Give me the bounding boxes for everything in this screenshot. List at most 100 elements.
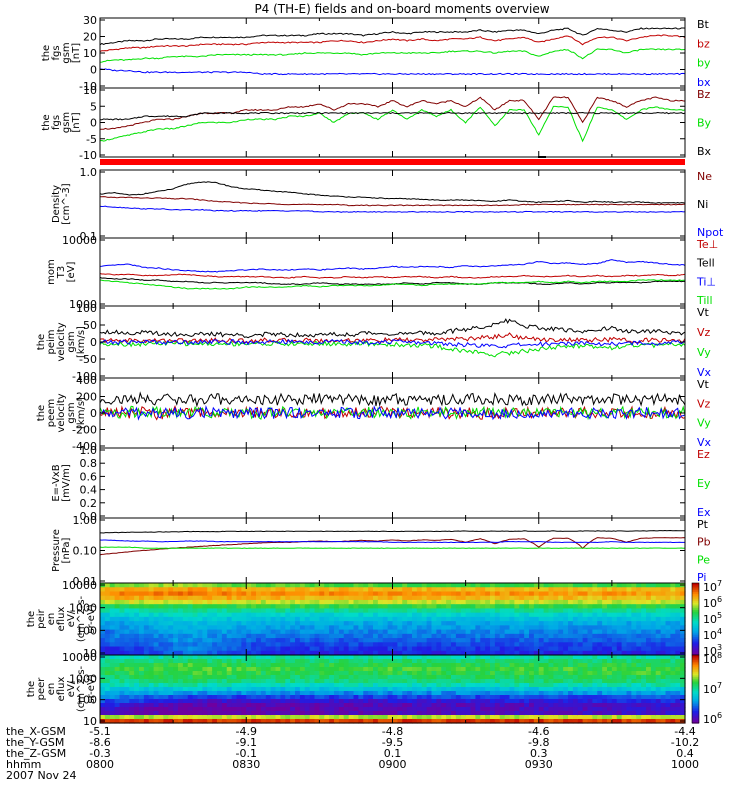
heatmap-cell bbox=[309, 687, 316, 692]
time-axis-value: -4.9 bbox=[236, 725, 257, 738]
heatmap-cell bbox=[119, 642, 125, 648]
heatmap-cell bbox=[299, 659, 306, 664]
heatmap-cell bbox=[646, 659, 652, 664]
heatmap-cell bbox=[104, 646, 111, 652]
heatmap-cell bbox=[104, 719, 111, 724]
heatmap-cell bbox=[324, 587, 330, 593]
heatmap-cell bbox=[163, 671, 169, 676]
heatmap-cell bbox=[675, 591, 681, 597]
heatmap-cell bbox=[304, 675, 311, 680]
heatmap-cell bbox=[139, 583, 145, 588]
heatmap-cell bbox=[217, 638, 223, 643]
heatmap-cell bbox=[217, 642, 223, 648]
heatmap-cell bbox=[670, 608, 676, 614]
heatmap-cell bbox=[153, 633, 160, 639]
colorbar-segment bbox=[692, 653, 699, 656]
heatmap-cell bbox=[587, 638, 593, 643]
time-axis-value: 0830 bbox=[232, 758, 260, 771]
heatmap-cell bbox=[504, 711, 511, 716]
heatmap-cell bbox=[358, 707, 364, 712]
heatmap-cell bbox=[217, 650, 223, 656]
heatmap-cell bbox=[192, 691, 199, 696]
heatmap-cell bbox=[246, 703, 252, 708]
heatmap-cell bbox=[499, 612, 506, 618]
heatmap-cell bbox=[655, 616, 662, 622]
heatmap-cell bbox=[392, 719, 398, 724]
heatmap-cell bbox=[158, 675, 164, 680]
heatmap-cell bbox=[665, 719, 671, 724]
heatmap-cell bbox=[187, 616, 194, 622]
heatmap-cell bbox=[329, 655, 335, 660]
heatmap-cell bbox=[582, 687, 589, 692]
heatmap-cell bbox=[290, 638, 296, 643]
heatmap-cell bbox=[202, 642, 208, 648]
heatmap-cell bbox=[416, 583, 423, 588]
heatmap-cell bbox=[382, 679, 389, 684]
heatmap-cell bbox=[319, 691, 325, 696]
heatmap-cell bbox=[226, 638, 233, 643]
heatmap-cell bbox=[299, 683, 306, 688]
heatmap-cell bbox=[265, 671, 272, 676]
heatmap-cell bbox=[616, 703, 623, 708]
heatmap-cell bbox=[499, 675, 506, 680]
heatmap-cell bbox=[465, 621, 472, 626]
heatmap-cell bbox=[465, 671, 472, 676]
heatmap-cell bbox=[587, 687, 593, 692]
heatmap-cell bbox=[309, 642, 316, 648]
heatmap-cell bbox=[577, 683, 584, 688]
heatmap-cell bbox=[314, 591, 320, 597]
time-axis-value: 1000 bbox=[671, 758, 699, 771]
heatmap-cell bbox=[299, 667, 306, 672]
heatmap-cell bbox=[553, 583, 559, 588]
heatmap-cell bbox=[265, 587, 272, 593]
heatmap-cell bbox=[334, 599, 340, 605]
heatmap-cell bbox=[514, 616, 520, 622]
heatmap-cell bbox=[504, 621, 511, 626]
heatmap-cell bbox=[485, 687, 491, 692]
heatmap-cell bbox=[587, 699, 593, 704]
heatmap-cell bbox=[324, 604, 330, 610]
heatmap-cell bbox=[392, 687, 398, 692]
heatmap-cell bbox=[217, 679, 223, 684]
heatmap-cell bbox=[348, 604, 355, 610]
y-tick-label: 1.00 bbox=[73, 514, 98, 527]
heatmap-cell bbox=[446, 587, 452, 593]
heatmap-cell bbox=[655, 625, 662, 631]
heatmap-cell bbox=[426, 687, 433, 692]
heatmap-cell bbox=[129, 608, 135, 614]
heatmap-cell bbox=[251, 695, 257, 700]
heatmap-cell bbox=[407, 699, 413, 704]
heatmap-cell bbox=[655, 655, 662, 660]
heatmap-cell bbox=[173, 638, 179, 643]
heatmap-cell bbox=[256, 608, 262, 614]
heatmap-cell bbox=[519, 667, 525, 672]
heatmap-cell bbox=[543, 595, 550, 601]
time-axis-value: -10.2 bbox=[671, 736, 699, 749]
heatmap-cell bbox=[377, 583, 384, 588]
heatmap-cell bbox=[270, 699, 277, 704]
legend-Vx: Vx bbox=[697, 436, 712, 449]
heatmap-cell bbox=[416, 604, 423, 610]
heatmap-cell bbox=[168, 687, 174, 692]
heatmap-cell bbox=[334, 715, 340, 720]
heatmap-cell bbox=[309, 699, 316, 704]
heatmap-cell bbox=[299, 703, 306, 708]
heatmap-cell bbox=[548, 671, 554, 676]
heatmap-cell bbox=[319, 675, 325, 680]
heatmap-cell bbox=[480, 711, 486, 716]
heatmap-cell bbox=[134, 583, 140, 588]
heatmap-cell bbox=[241, 719, 247, 724]
heatmap-cell bbox=[373, 595, 379, 601]
colorbar-segment bbox=[692, 597, 699, 600]
heatmap-cell bbox=[563, 675, 569, 680]
heatmap-cell bbox=[236, 625, 242, 631]
heatmap-cell bbox=[538, 679, 545, 684]
heatmap-cell bbox=[290, 659, 296, 664]
heatmap-cell bbox=[290, 655, 296, 660]
heatmap-cell bbox=[236, 612, 242, 618]
series-line-Bt bbox=[99, 27, 686, 46]
heatmap-cell bbox=[124, 683, 130, 688]
heatmap-cell bbox=[392, 591, 398, 597]
